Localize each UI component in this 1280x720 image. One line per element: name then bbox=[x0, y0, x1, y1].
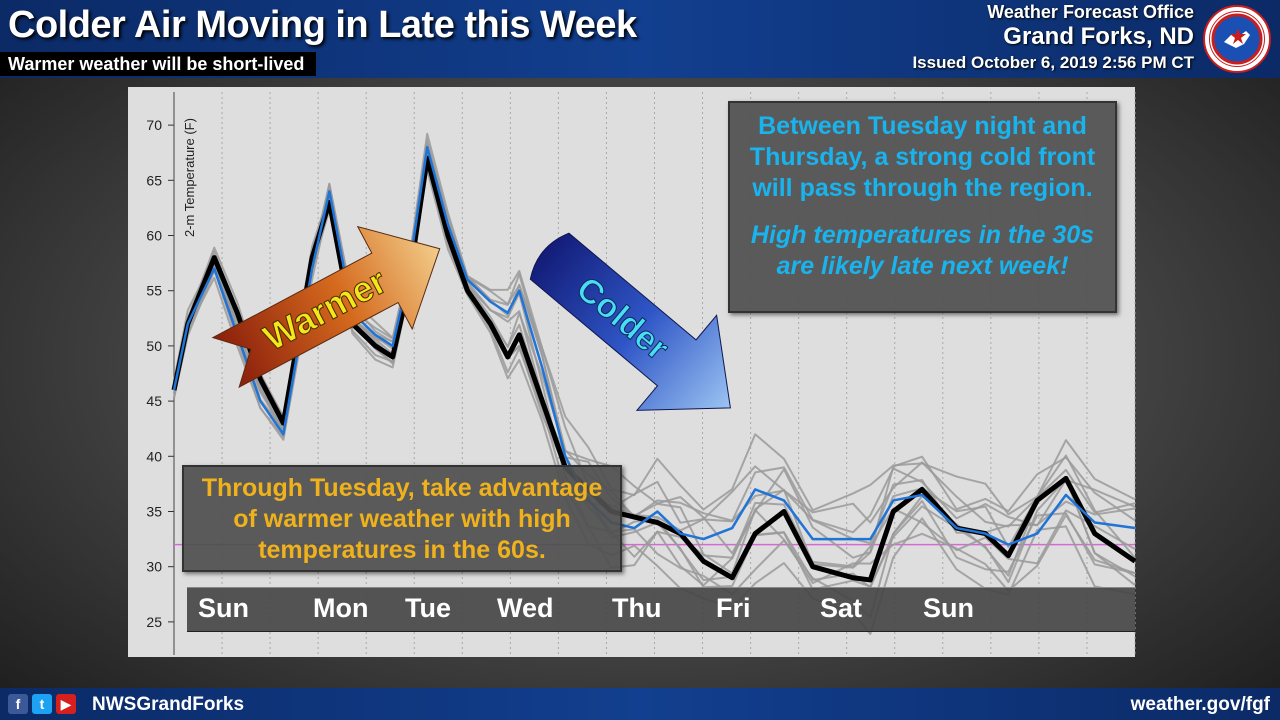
y-tick-label: 60 bbox=[146, 228, 162, 244]
day-label-bar: Sun Mon Tue Wed Thu Fri Sat Sun bbox=[187, 587, 1135, 632]
social-icons: f t ▶ bbox=[8, 694, 76, 714]
nws-seal-icon bbox=[1202, 4, 1272, 79]
y-tick-label: 50 bbox=[146, 338, 162, 354]
day-label-5: Fri bbox=[716, 593, 751, 623]
warm-weather-callout: Through Tuesday, take advantage of warme… bbox=[182, 465, 622, 572]
day-label-0: Sun bbox=[198, 593, 249, 623]
callout-right-line4: High temperatures in the 30s bbox=[750, 221, 1095, 249]
facebook-icon[interactable]: f bbox=[8, 694, 28, 714]
y-tick-label: 70 bbox=[146, 117, 162, 133]
cold-front-callout: Between Tuesday night and Thursday, a st… bbox=[728, 101, 1117, 313]
office-line1: Weather Forecast Office bbox=[987, 2, 1194, 22]
callout-left-line1: Through Tuesday, take advantage bbox=[201, 474, 603, 502]
y-tick-label: 40 bbox=[146, 448, 162, 464]
day-label-3: Wed bbox=[497, 593, 554, 623]
office-line2: Grand Forks, ND bbox=[1003, 23, 1194, 50]
youtube-icon[interactable]: ▶ bbox=[56, 694, 76, 714]
y-tick-label: 30 bbox=[146, 559, 162, 575]
callout-right-line3: will pass through the region. bbox=[752, 174, 1093, 202]
header-banner: Colder Air Moving in Late this Week Warm… bbox=[0, 0, 1280, 78]
social-handle[interactable]: NWSGrandForks bbox=[92, 694, 245, 715]
footer-banner: f t ▶ NWSGrandForks weather.gov/fgf bbox=[0, 688, 1280, 720]
y-tick-label: 35 bbox=[146, 503, 162, 519]
office-info: Weather Forecast Office Grand Forks, ND … bbox=[912, 2, 1194, 73]
day-label-4: Thu bbox=[612, 593, 662, 623]
y-tick-label: 65 bbox=[146, 172, 162, 188]
day-label-2: Tue bbox=[405, 593, 451, 623]
callout-right-line2: Thursday, a strong cold front bbox=[749, 143, 1096, 171]
day-label-7: Sun bbox=[923, 593, 974, 623]
callout-right-line1: Between Tuesday night and bbox=[758, 112, 1087, 140]
day-label-1: Mon bbox=[313, 593, 369, 623]
day-label-6: Sat bbox=[820, 593, 863, 623]
page-subtitle: Warmer weather will be short-lived bbox=[0, 52, 317, 76]
y-tick-label: 25 bbox=[146, 614, 162, 630]
y-axis-label: 2-m Temperature (F) bbox=[182, 118, 197, 237]
website-link[interactable]: weather.gov/fgf bbox=[1130, 694, 1270, 715]
callout-right-line5: are likely late next week! bbox=[776, 252, 1069, 280]
y-tick-label: 45 bbox=[146, 393, 162, 409]
twitter-icon[interactable]: t bbox=[32, 694, 52, 714]
page-title: Colder Air Moving in Late this Week bbox=[8, 4, 637, 46]
callout-left-line3: temperatures in the 60s. bbox=[258, 536, 546, 564]
callout-left-line2: of warmer weather with high bbox=[233, 505, 571, 533]
issued-timestamp: Issued October 6, 2019 2:56 PM CT bbox=[912, 53, 1194, 72]
y-tick-label: 55 bbox=[146, 283, 162, 299]
